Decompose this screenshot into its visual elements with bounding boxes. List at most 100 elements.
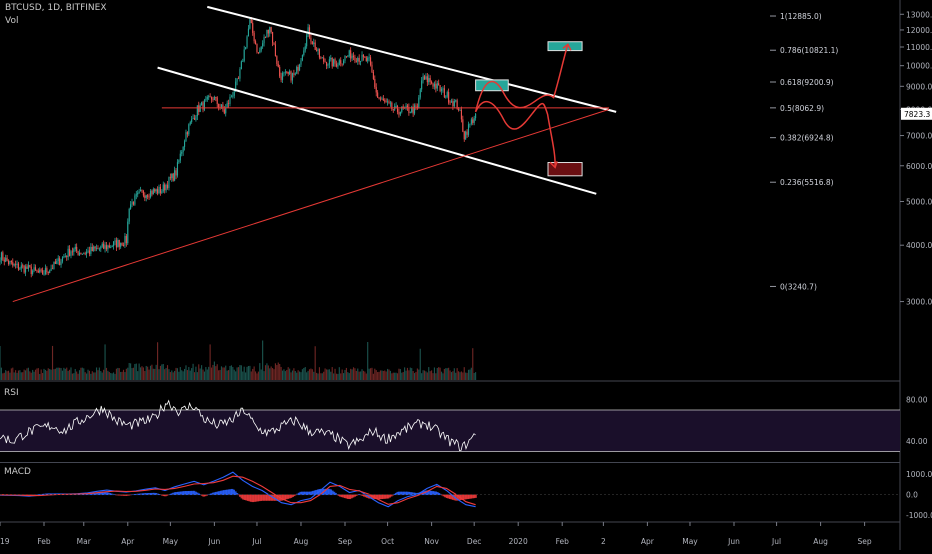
macd-histogram-bar bbox=[108, 493, 111, 496]
volume-bar bbox=[191, 368, 193, 380]
candle-body bbox=[435, 83, 437, 89]
volume-bar bbox=[341, 369, 343, 380]
volume-bar bbox=[246, 366, 248, 380]
candle-body bbox=[6, 257, 8, 261]
macd-histogram-bar bbox=[474, 494, 477, 498]
volume-bar bbox=[371, 367, 373, 380]
candle-body bbox=[343, 60, 345, 64]
candle-body bbox=[174, 170, 176, 181]
volume-bar bbox=[189, 370, 191, 380]
volume-bar bbox=[382, 370, 384, 380]
candle-body bbox=[236, 78, 238, 82]
macd-histogram-bar bbox=[145, 493, 148, 496]
candle-body bbox=[97, 248, 99, 249]
candle-body bbox=[422, 76, 424, 81]
macd-histogram-bar bbox=[237, 494, 240, 496]
volume-bar bbox=[475, 372, 477, 380]
candle-body bbox=[279, 66, 281, 77]
volume-bar bbox=[222, 367, 224, 380]
candle-body bbox=[469, 123, 471, 125]
candle-body bbox=[210, 97, 213, 100]
volume-bar bbox=[128, 362, 130, 380]
volume-bar bbox=[355, 370, 357, 380]
candle-body bbox=[64, 256, 66, 257]
macd-histogram-bar bbox=[313, 490, 317, 496]
volume-bar bbox=[440, 371, 443, 380]
macd-histogram-bar bbox=[345, 494, 348, 499]
fib-label: 0.236(5516.8) bbox=[780, 178, 834, 187]
candle-body bbox=[53, 261, 55, 269]
macd-tick-label: 0.0 bbox=[906, 491, 918, 500]
macd-histogram-bar bbox=[337, 494, 341, 496]
volume-bar bbox=[293, 368, 295, 380]
candle-body bbox=[93, 246, 95, 251]
time-tick-label: Aug bbox=[294, 537, 309, 546]
volume-bar bbox=[71, 373, 73, 380]
candle-body bbox=[466, 131, 468, 135]
volume-bar bbox=[61, 370, 64, 380]
volume-bar bbox=[467, 369, 470, 380]
macd-histogram-bar bbox=[178, 491, 181, 496]
volume-bar bbox=[395, 372, 397, 380]
candle-body bbox=[209, 96, 211, 98]
macd-histogram-bar bbox=[168, 493, 172, 496]
macd-histogram-bar bbox=[184, 491, 188, 496]
candle-body bbox=[186, 132, 188, 135]
volume-bar bbox=[381, 370, 383, 380]
volume-bar bbox=[230, 365, 232, 380]
candle-body bbox=[401, 106, 403, 112]
candle-body bbox=[385, 101, 387, 103]
candle-body bbox=[463, 131, 465, 140]
volume-bar bbox=[125, 368, 127, 380]
candle-body bbox=[256, 44, 258, 53]
macd-histogram-bar bbox=[289, 494, 293, 498]
candle-body bbox=[182, 146, 184, 153]
candle-body bbox=[87, 250, 89, 252]
candle-body bbox=[121, 243, 123, 246]
macd-histogram-bar bbox=[393, 493, 396, 496]
volume-bar bbox=[367, 342, 369, 380]
candle-body bbox=[449, 102, 451, 104]
candle-body bbox=[341, 63, 343, 65]
macd-histogram-bar bbox=[390, 494, 393, 497]
macd-histogram-bar bbox=[280, 494, 283, 501]
volume-bar bbox=[257, 371, 259, 380]
volume-bar bbox=[47, 368, 49, 380]
candle-body bbox=[473, 118, 475, 123]
macd-histogram-bar bbox=[343, 494, 347, 499]
volume-bar bbox=[398, 368, 400, 380]
macd-histogram-bar bbox=[326, 488, 329, 496]
volume-bar bbox=[351, 369, 353, 380]
candle-body bbox=[290, 71, 292, 81]
candle-body bbox=[436, 83, 438, 89]
candle-body bbox=[240, 61, 242, 70]
candle-body bbox=[364, 56, 366, 58]
candle-body bbox=[253, 32, 255, 42]
volume-bar bbox=[86, 373, 88, 380]
volume-bar bbox=[159, 365, 161, 380]
candle-body bbox=[110, 247, 112, 248]
last-price-tag bbox=[901, 107, 932, 120]
macd-histogram-bar bbox=[110, 493, 113, 496]
volume-bar bbox=[330, 371, 332, 380]
candle-body bbox=[260, 46, 262, 51]
macd-histogram-bar bbox=[332, 491, 336, 496]
volume-bar bbox=[442, 373, 444, 380]
macd-histogram-bar bbox=[301, 491, 304, 496]
macd-histogram-bar bbox=[391, 494, 395, 496]
volume-bar bbox=[44, 369, 46, 380]
volume-bar bbox=[364, 371, 366, 380]
candle-body bbox=[300, 60, 302, 65]
time-tick-label: Sep bbox=[858, 537, 872, 546]
volume-bar bbox=[306, 372, 308, 380]
volume-bar bbox=[149, 365, 152, 380]
candle-body bbox=[352, 55, 355, 58]
macd-histogram-bar bbox=[426, 490, 430, 496]
volume-bar bbox=[338, 367, 340, 380]
volume-bar bbox=[73, 373, 75, 380]
candle-body bbox=[467, 124, 470, 135]
macd-histogram-bar bbox=[413, 492, 417, 496]
macd-histogram-bar bbox=[358, 494, 361, 496]
